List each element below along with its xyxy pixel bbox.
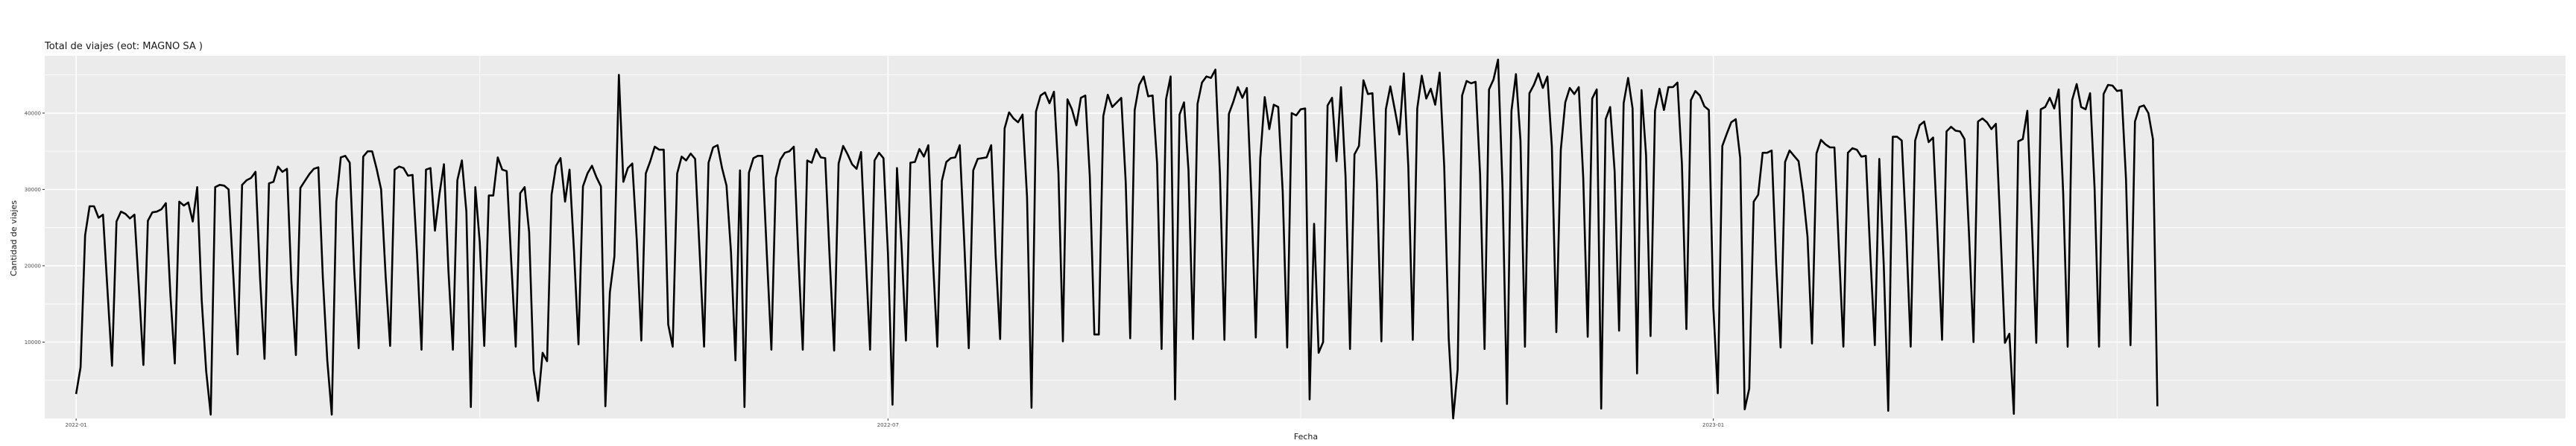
y-axis: 10000 20000 30000 40000 <box>25 110 45 345</box>
x-tick-label: 2023-01 <box>1702 422 1724 428</box>
y-tick-label: 20000 <box>25 263 41 269</box>
y-tick-label: 40000 <box>25 110 41 116</box>
y-axis-title: Cantidad de viajes <box>9 200 19 276</box>
chart-title: Total de viajes (eot: MAGNO SA ) <box>44 41 203 52</box>
x-tick-label: 2022-01 <box>65 422 86 428</box>
y-tick-label: 10000 <box>25 340 41 345</box>
series-line <box>75 58 2159 420</box>
x-axis-title: Fecha <box>1294 432 1318 442</box>
x-axis: 2022-01 2022-07 2023-01 <box>65 418 1724 428</box>
x-tick-label: 2022-07 <box>877 422 899 428</box>
y-tick-label: 30000 <box>25 187 41 193</box>
